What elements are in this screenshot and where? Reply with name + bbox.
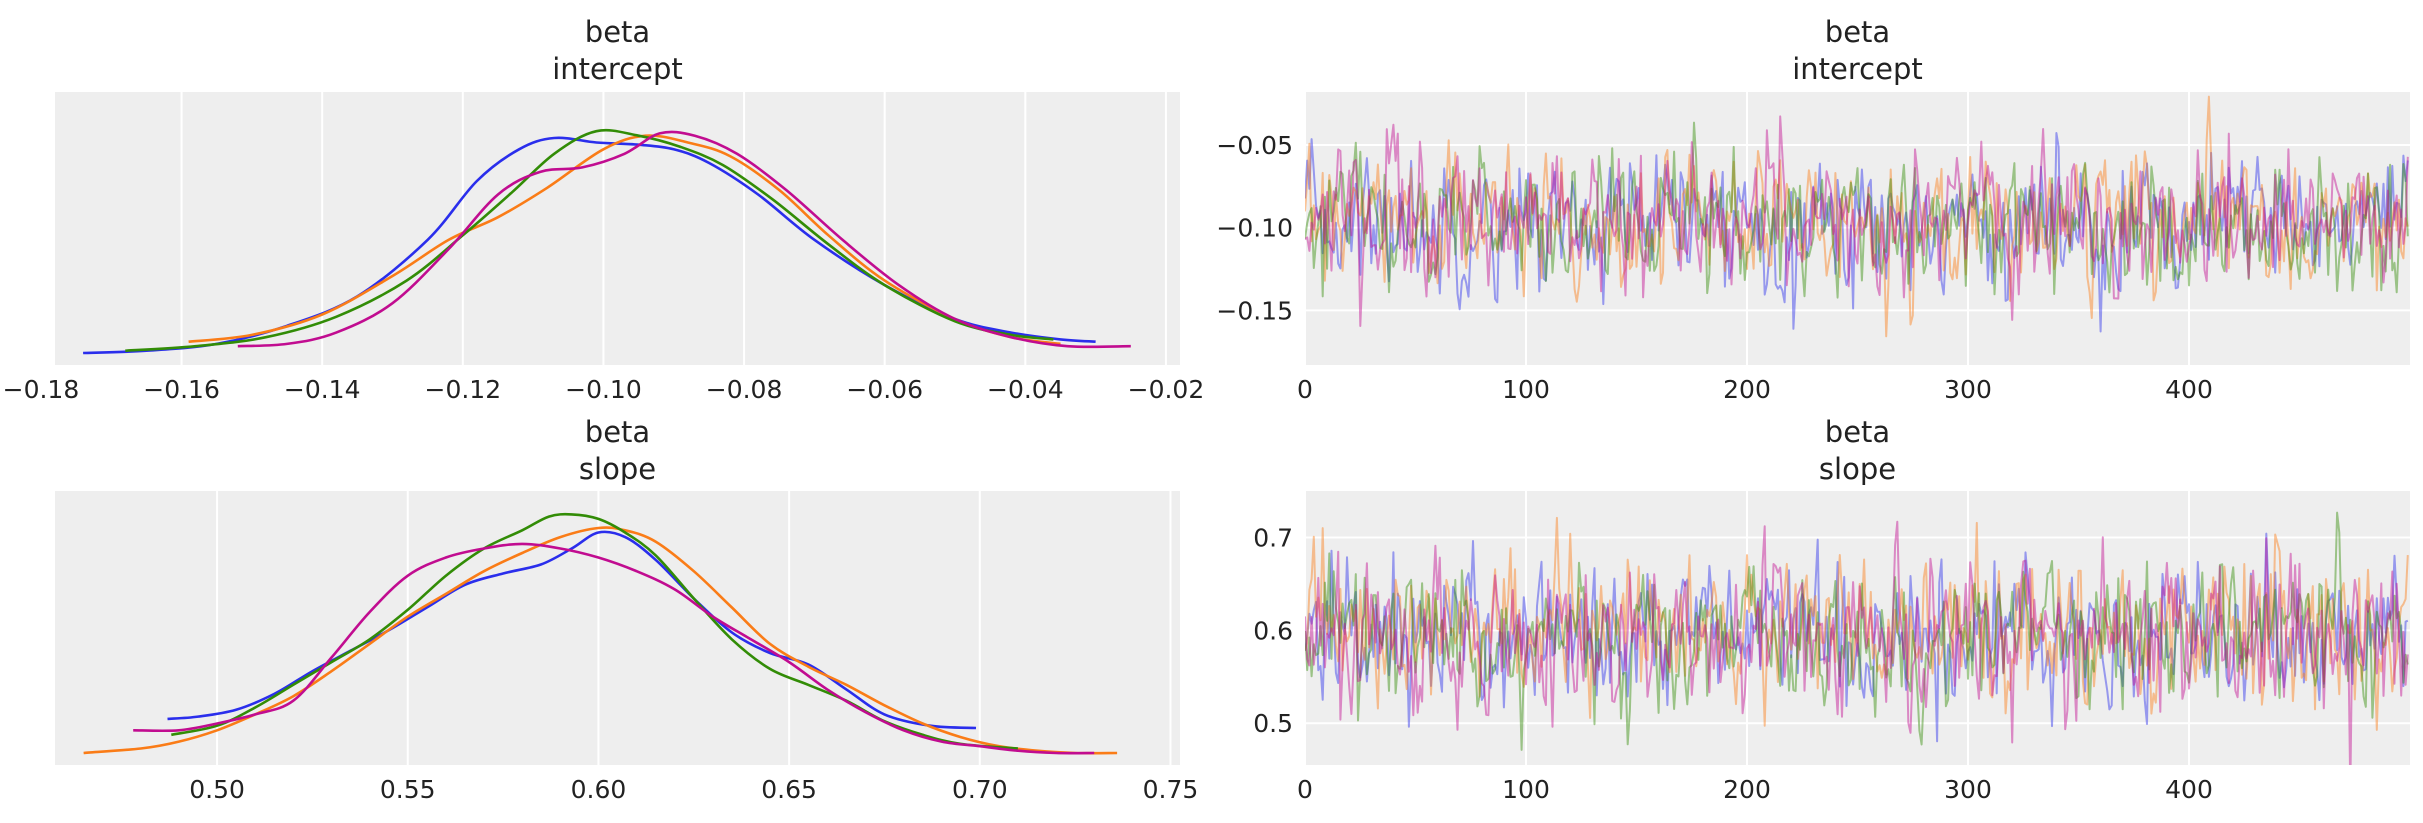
y-tick-label: 0.6 bbox=[1253, 616, 1293, 645]
panel-title-variable: beta bbox=[585, 15, 650, 49]
x-tick-label: 300 bbox=[1944, 775, 1992, 804]
panel-title-coordinate: intercept bbox=[552, 52, 683, 86]
x-tick-label: 100 bbox=[1502, 375, 1550, 404]
trace-line-chain-1 bbox=[1305, 95, 2409, 338]
x-tick-label: 400 bbox=[2165, 775, 2213, 804]
x-tick-label: 0.75 bbox=[1143, 775, 1199, 804]
panel-title-variable: beta bbox=[1825, 15, 1890, 49]
x-tick-label: 0.60 bbox=[571, 775, 627, 804]
x-tick-label: 0.65 bbox=[761, 775, 817, 804]
y-tick-label: −0.10 bbox=[1216, 214, 1293, 243]
trace-line-chain-0 bbox=[1305, 532, 2409, 743]
x-tick-label: −0.02 bbox=[1128, 375, 1205, 404]
x-tick-label: 0.50 bbox=[189, 775, 245, 804]
trace-line-chain-3 bbox=[1305, 520, 2409, 765]
kde-curve-chain-3 bbox=[237, 130, 1131, 349]
x-tick-label: 300 bbox=[1944, 375, 1992, 404]
trace-line-chain-1 bbox=[1305, 516, 2409, 731]
panel-title-coordinate: intercept bbox=[1792, 52, 1923, 86]
x-tick-label: −0.14 bbox=[284, 375, 361, 404]
trace-line-chain-3 bbox=[1305, 115, 2409, 327]
x-tick-label: 200 bbox=[1723, 775, 1771, 804]
x-tick-label: 0.70 bbox=[952, 775, 1008, 804]
trace-line-chain-2 bbox=[1305, 511, 2409, 751]
x-tick-label: −0.12 bbox=[425, 375, 502, 404]
x-tick-label: 100 bbox=[1502, 775, 1550, 804]
panel-title-variable: beta bbox=[585, 415, 650, 449]
y-tick-label: −0.15 bbox=[1216, 296, 1293, 325]
x-tick-label: 0.55 bbox=[380, 775, 436, 804]
trace-line-chain-2 bbox=[1305, 121, 2409, 299]
y-tick-label: 0.5 bbox=[1253, 709, 1293, 738]
y-tick-label: 0.7 bbox=[1253, 523, 1293, 552]
panel-title-variable: beta bbox=[1825, 415, 1890, 449]
kde-curve-chain-0 bbox=[167, 530, 977, 730]
x-tick-label: −0.06 bbox=[846, 375, 923, 404]
x-tick-label: 0 bbox=[1297, 375, 1313, 404]
x-tick-label: −0.10 bbox=[565, 375, 642, 404]
kde-curve-chain-1 bbox=[83, 526, 1118, 755]
x-tick-label: −0.08 bbox=[706, 375, 783, 404]
kde-curve-chain-2 bbox=[125, 128, 1054, 352]
y-tick-label: −0.05 bbox=[1216, 131, 1293, 160]
x-tick-label: −0.16 bbox=[143, 375, 220, 404]
x-tick-label: −0.04 bbox=[987, 375, 1064, 404]
x-tick-label: 0 bbox=[1297, 775, 1313, 804]
plot-area bbox=[55, 92, 1180, 365]
x-tick-label: 400 bbox=[2165, 375, 2213, 404]
kde-curve-chain-3 bbox=[133, 542, 1095, 755]
panel-title-coordinate: slope bbox=[1819, 452, 1896, 486]
x-tick-label: 200 bbox=[1723, 375, 1771, 404]
kde-curve-chain-1 bbox=[188, 134, 1061, 346]
trace-line-chain-0 bbox=[1305, 132, 2409, 333]
panel-title-coordinate: slope bbox=[579, 452, 656, 486]
x-tick-label: −0.18 bbox=[3, 375, 80, 404]
